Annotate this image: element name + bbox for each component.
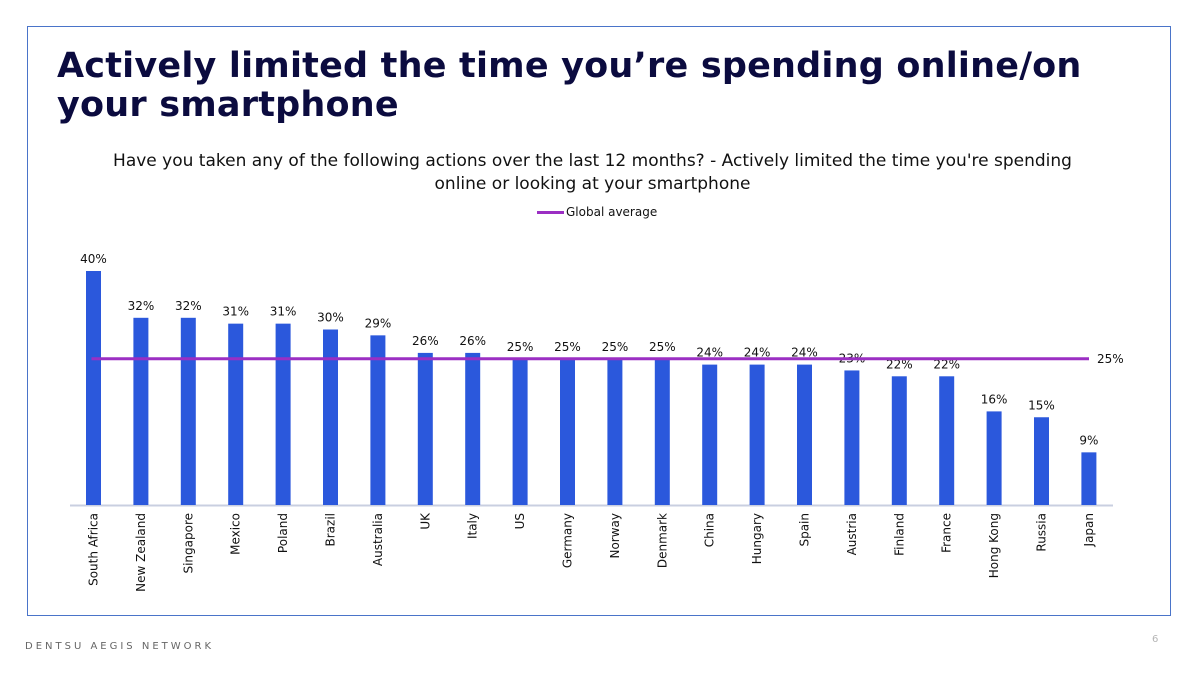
data-label: 30%	[317, 311, 344, 325]
bar	[986, 411, 1002, 505]
data-label: 32%	[175, 299, 202, 313]
bar	[180, 317, 196, 505]
bar	[607, 358, 623, 505]
bar	[228, 323, 244, 505]
data-label: 22%	[933, 357, 960, 371]
chart-legend: Global average	[537, 205, 657, 219]
global-average-label: 25%	[1097, 352, 1124, 366]
x-tick-label: Finland	[892, 513, 906, 556]
x-tick-label: Hong Kong	[987, 513, 1001, 578]
x-tick-label: Singapore	[181, 513, 195, 574]
data-label: 15%	[1028, 398, 1055, 412]
data-label: 31%	[270, 305, 297, 319]
bar	[1034, 417, 1049, 505]
data-label: 29%	[365, 316, 392, 330]
x-tick-label: Poland	[276, 513, 290, 553]
x-tick-label: Japan	[1082, 513, 1096, 547]
data-label: 25%	[649, 340, 676, 354]
data-label: 26%	[459, 334, 486, 348]
x-tick-label: Germany	[561, 513, 575, 568]
x-tick-label: Austria	[845, 513, 859, 555]
x-tick-label: Russia	[1035, 513, 1049, 552]
bar	[1081, 452, 1097, 505]
bar	[654, 358, 670, 505]
bar	[702, 364, 718, 505]
data-label: 25%	[554, 340, 581, 354]
legend-line-swatch	[537, 210, 564, 214]
x-tick-label: Denmark	[655, 513, 669, 568]
data-label: 24%	[744, 346, 771, 360]
bar	[844, 370, 860, 505]
x-tick-label: New Zealand	[134, 513, 148, 592]
bar	[512, 358, 528, 505]
bar	[749, 364, 765, 505]
x-tick-label: US	[513, 513, 527, 529]
bar	[939, 376, 955, 505]
bar	[275, 323, 291, 505]
legend-label: Global average	[566, 205, 658, 219]
data-label: 31%	[222, 305, 249, 319]
bar	[797, 364, 812, 505]
data-label: 25%	[602, 340, 629, 354]
x-tick-label: Australia	[371, 513, 385, 566]
data-label: 26%	[412, 334, 439, 348]
chart-title: Have you taken any of the following acti…	[113, 151, 1072, 194]
x-tick-label: Norway	[608, 513, 622, 559]
data-label: 9%	[1079, 433, 1098, 447]
data-label: 24%	[696, 346, 723, 360]
bar	[465, 352, 481, 505]
x-tick-label: France	[940, 513, 954, 553]
bar	[370, 335, 386, 505]
bar	[133, 317, 149, 505]
data-label: 25%	[507, 340, 534, 354]
bar	[560, 358, 575, 505]
page-number: 6	[1152, 634, 1159, 645]
bar	[417, 352, 433, 505]
bar	[891, 376, 907, 505]
bar	[86, 271, 101, 505]
x-tick-label: Hungary	[750, 513, 764, 564]
footer-brand: DENTSU AEGIS NETWORK	[25, 641, 215, 652]
x-tick-label: Italy	[466, 513, 480, 539]
x-tick-label: Spain	[798, 513, 812, 547]
x-tick-label: South Africa	[87, 513, 101, 586]
x-tick-label: UK	[418, 512, 432, 530]
data-label: 32%	[128, 299, 155, 313]
data-label: 40%	[80, 252, 107, 266]
x-tick-label: China	[703, 513, 717, 547]
data-label: 24%	[791, 346, 818, 360]
x-tick-label: Mexico	[229, 513, 243, 555]
data-label: 22%	[886, 357, 913, 371]
bar	[323, 329, 338, 505]
slide-title: Actively limited the time you’re spendin…	[57, 46, 1082, 125]
data-label: 16%	[981, 392, 1008, 406]
x-tick-label: Brazil	[324, 513, 338, 547]
slide-frame	[27, 26, 1171, 616]
